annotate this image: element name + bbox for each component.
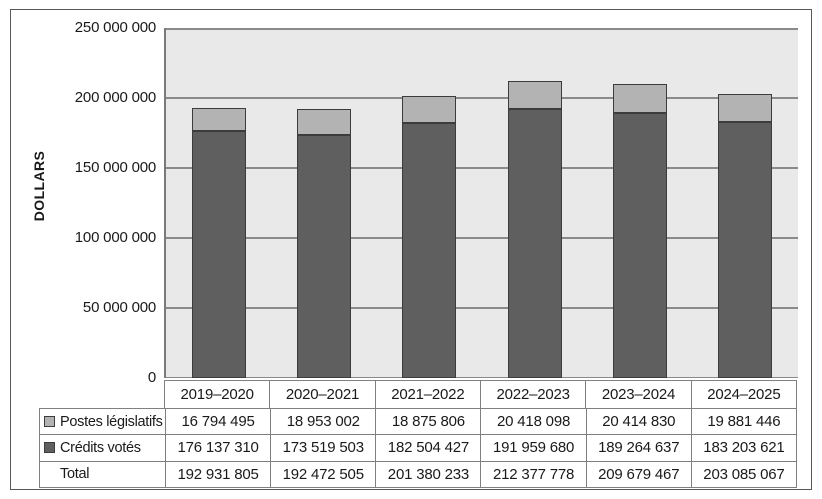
table-value-cell: 20 414 830	[586, 409, 691, 435]
table-value-cell: 189 264 637	[586, 435, 691, 461]
bar-segment-postes-legislatifs	[402, 96, 457, 123]
bar-segment-postes-legislatifs	[718, 93, 773, 122]
y-tick-label: 250 000 000	[74, 19, 156, 36]
table-header-cell: 2024–2025	[691, 381, 796, 408]
y-tick-label: 100 000 000	[74, 229, 156, 246]
bar-segment-credits-votes	[718, 121, 773, 378]
table-row-label: Crédits votés	[40, 435, 165, 461]
table-header-cell: 2023–2024	[586, 381, 691, 408]
table-body: Postes législatifs 16 794 495 18 953 002 18…	[39, 408, 797, 488]
table-value-cell: 209 679 467	[586, 461, 691, 487]
bar-segment-credits-votes	[402, 122, 457, 378]
gridline	[166, 307, 798, 309]
bar-segment-credits-votes	[297, 135, 351, 378]
bar-segment-postes-legislatifs	[297, 108, 351, 136]
y-tick-label: 150 000 000	[74, 159, 156, 176]
table-header-row: 2019–2020 2020–2021 2021–2022 2022–2023 2023…	[164, 380, 797, 408]
y-tick-label: 0	[147, 369, 156, 386]
bar-segment-credits-votes	[613, 113, 667, 378]
gridline	[166, 97, 798, 99]
table-value-cell: 203 085 067	[691, 461, 796, 487]
table-header-cell: 2020–2021	[270, 381, 375, 408]
gridline	[166, 376, 798, 378]
bar-segment-postes-legislatifs	[613, 84, 667, 114]
bar-segment-credits-votes	[191, 131, 246, 378]
bar-segment-postes-legislatifs	[191, 107, 246, 132]
table-header-cell: 2021–2022	[375, 381, 480, 408]
table-value-cell: 18 875 806	[376, 409, 481, 435]
table-value-cell: 212 377 778	[481, 461, 586, 487]
gridline	[166, 167, 798, 169]
bar-segment-postes-legislatifs	[507, 80, 562, 110]
figure-border	[10, 9, 812, 490]
table-value-cell: 18 953 002	[271, 409, 376, 435]
table-value-cell: 192 931 805	[166, 461, 271, 487]
gridline	[166, 28, 798, 30]
y-tick-label: 50 000 000	[82, 299, 156, 316]
table-value-cell: 173 519 503	[271, 435, 376, 461]
table-value-cell: 19 881 446	[691, 409, 796, 435]
y-tick-label: 200 000 000	[74, 89, 156, 106]
table-value-cell: 191 959 680	[481, 435, 586, 461]
table-value-cell: 182 504 427	[376, 435, 481, 461]
plot-area	[164, 28, 798, 378]
gridline	[166, 237, 798, 239]
table-row-label: Postes législatifs	[40, 409, 165, 435]
table-header-cell: 2022–2023	[481, 381, 586, 408]
table-value-cell: 192 472 505	[271, 461, 376, 487]
table-value-cell: 183 203 621	[691, 435, 796, 461]
legend-swatch-credits-votes-icon	[44, 442, 55, 454]
table-value-cell: 176 137 310	[166, 435, 271, 461]
bar-segment-credits-votes	[507, 109, 562, 378]
table-value-cell: 20 418 098	[481, 409, 586, 435]
table-row-label: Total	[40, 461, 165, 487]
table-header-cell: 2019–2020	[165, 381, 270, 408]
table-value-cell: 16 794 495	[166, 409, 271, 435]
legend-swatch-postes-legislatifs-icon	[44, 416, 55, 428]
table-value-cell: 201 380 233	[376, 461, 481, 487]
